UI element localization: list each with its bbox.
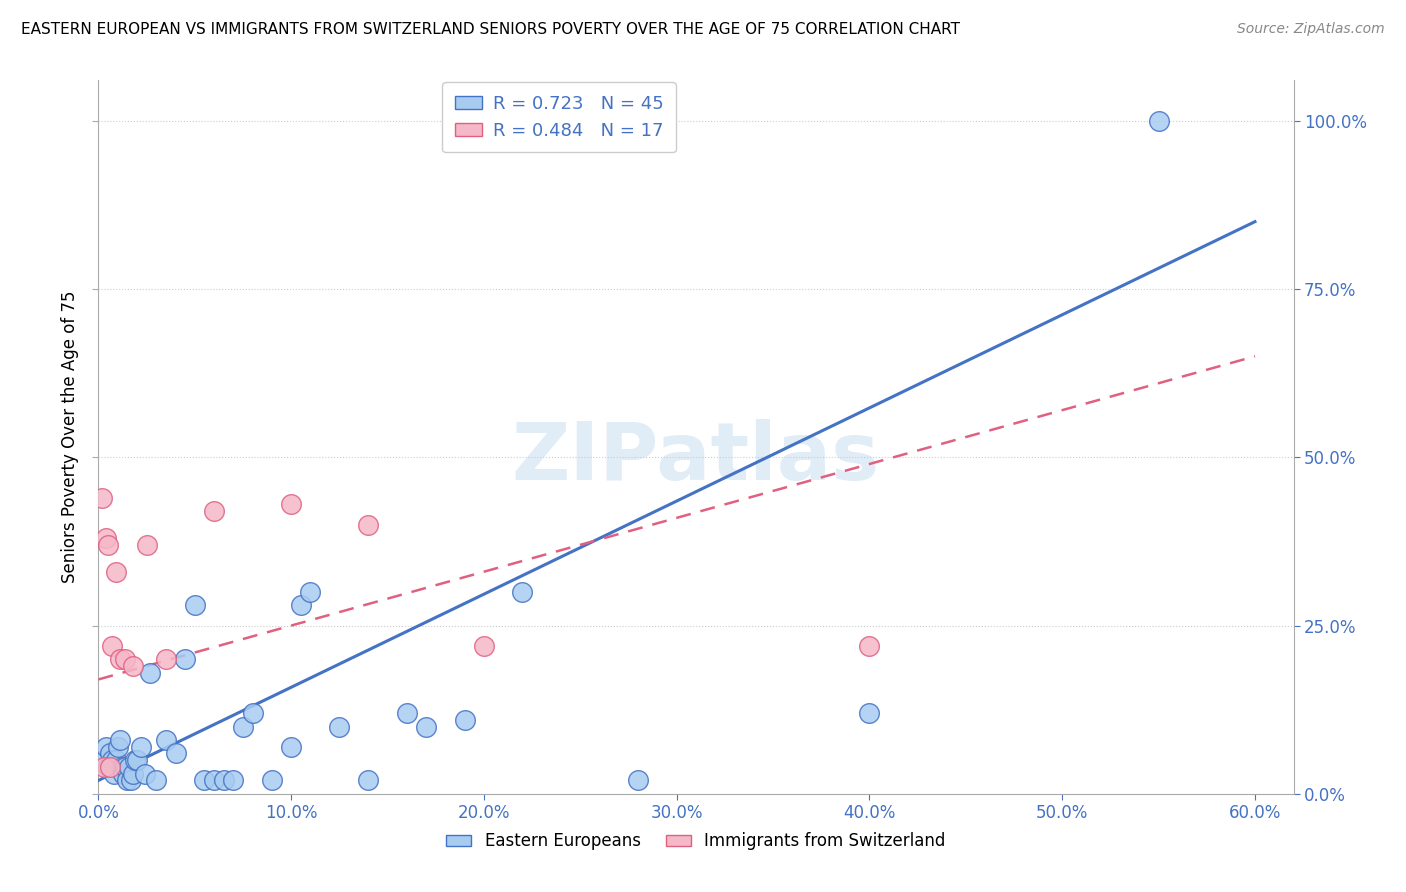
Point: [242, 706, 264, 720]
Point: [104, 565, 127, 579]
Point: [94, 531, 117, 545]
Point: [129, 739, 152, 754]
Point: [858, 639, 880, 653]
Point: [222, 773, 245, 788]
Point: [193, 773, 215, 788]
Point: [93, 760, 115, 774]
Point: [135, 538, 157, 552]
Point: [122, 766, 145, 780]
Point: [91, 491, 114, 505]
Point: [472, 639, 495, 653]
Point: [627, 773, 650, 788]
Point: [108, 733, 131, 747]
Point: [395, 706, 418, 720]
Point: [101, 639, 124, 653]
Point: [104, 753, 127, 767]
Point: [290, 599, 312, 613]
Point: [122, 659, 145, 673]
Point: [110, 760, 132, 774]
Point: [184, 599, 207, 613]
Point: [1147, 113, 1170, 128]
Point: [212, 773, 235, 788]
Point: [165, 747, 187, 761]
Point: [125, 753, 148, 767]
Point: [299, 585, 322, 599]
Point: [108, 652, 131, 666]
Point: [134, 766, 156, 780]
Point: [97, 538, 120, 552]
Point: [453, 713, 475, 727]
Point: [415, 720, 437, 734]
Point: [202, 504, 225, 518]
Point: [280, 497, 302, 511]
Text: ZIPatlas: ZIPatlas: [512, 419, 880, 498]
Point: [260, 773, 283, 788]
Point: [202, 773, 225, 788]
Point: [139, 665, 162, 680]
Point: [120, 773, 142, 788]
Point: [118, 760, 141, 774]
Y-axis label: Seniors Poverty Over the Age of 75: Seniors Poverty Over the Age of 75: [60, 291, 79, 583]
Point: [117, 773, 139, 788]
Point: [858, 706, 880, 720]
Point: [114, 760, 136, 774]
Point: [328, 720, 350, 734]
Point: [97, 760, 120, 774]
Point: [155, 733, 177, 747]
Point: [101, 753, 124, 767]
Point: [98, 760, 121, 774]
Point: [232, 720, 254, 734]
Point: [94, 739, 117, 754]
Point: [98, 747, 121, 761]
Point: [357, 773, 380, 788]
Point: [112, 766, 135, 780]
Point: [357, 517, 380, 532]
Point: [145, 773, 167, 788]
Point: [93, 753, 115, 767]
Legend: Eastern Europeans, Immigrants from Switzerland: Eastern Europeans, Immigrants from Switz…: [440, 826, 952, 857]
Point: [174, 652, 197, 666]
Point: [103, 766, 125, 780]
Point: [114, 652, 136, 666]
Point: [155, 652, 177, 666]
Point: [124, 753, 146, 767]
Point: [280, 739, 302, 754]
Text: EASTERN EUROPEAN VS IMMIGRANTS FROM SWITZERLAND SENIORS POVERTY OVER THE AGE OF : EASTERN EUROPEAN VS IMMIGRANTS FROM SWIT…: [21, 22, 960, 37]
Text: Source: ZipAtlas.com: Source: ZipAtlas.com: [1237, 22, 1385, 37]
Point: [512, 585, 534, 599]
Point: [107, 739, 129, 754]
